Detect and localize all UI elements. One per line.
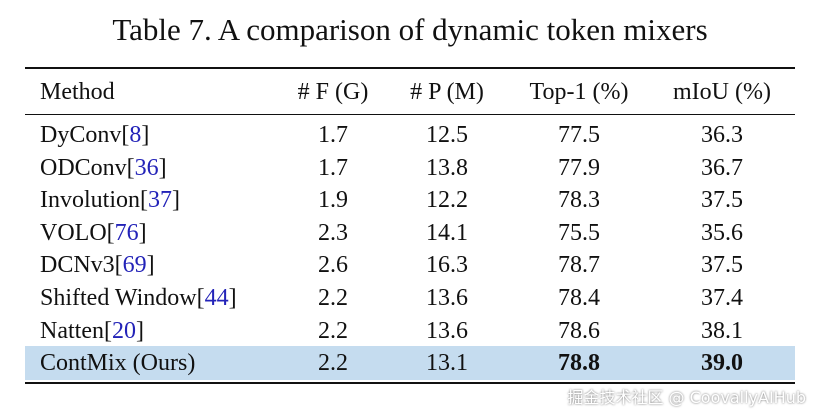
method-text: ODConv[ xyxy=(40,154,135,181)
value-cell: 1.9 xyxy=(318,187,348,214)
value-cell: 39.0 xyxy=(701,350,743,377)
method-text: ] xyxy=(138,219,147,246)
value-cell: 78.7 xyxy=(558,252,600,279)
value-cell: 2.2 xyxy=(318,350,348,377)
value-cell: 78.3 xyxy=(558,187,600,214)
method-text: ] xyxy=(228,285,237,311)
header-cell: # P (M) xyxy=(410,79,484,105)
value-cell: 14.1 xyxy=(426,219,468,246)
value-cell: 12.2 xyxy=(426,187,468,214)
top-rule xyxy=(25,67,795,69)
value-cell: 2.3 xyxy=(318,219,348,246)
value-cell: 35.6 xyxy=(701,219,743,246)
value-cell: 37.5 xyxy=(701,252,743,279)
citation: 44 xyxy=(204,285,229,311)
value-cell: 13.1 xyxy=(426,350,468,377)
value-cell: 75.5 xyxy=(558,219,600,246)
method-text: DCNv3[ xyxy=(40,252,123,279)
watermark: 掘金技术社区 @ CoovallyAIHub xyxy=(567,388,806,407)
citation: 69 xyxy=(122,252,147,279)
method-cell: Shifted Window[44] xyxy=(40,282,237,314)
value-cell: 36.7 xyxy=(701,154,743,181)
value-cell: 13.6 xyxy=(426,317,468,344)
method-cell: DCNv3[69] xyxy=(40,249,155,281)
value-cell: 13.6 xyxy=(426,285,468,311)
citation: 20 xyxy=(111,317,136,344)
header-rule xyxy=(25,114,795,115)
header-cell: Top-1 (%) xyxy=(529,79,629,105)
value-cell: 12.5 xyxy=(426,122,468,148)
method-text: ] xyxy=(158,154,167,181)
value-cell: 77.5 xyxy=(558,122,600,148)
method-cell: ODConv[36] xyxy=(40,152,167,184)
bottom-rule xyxy=(25,382,795,384)
method-cell: DyConv[8] xyxy=(40,119,149,151)
header-cell: Method xyxy=(40,79,115,105)
value-cell: 38.1 xyxy=(701,317,743,344)
method-text: ] xyxy=(146,252,155,279)
value-cell: 1.7 xyxy=(318,122,348,148)
value-cell: 1.7 xyxy=(318,154,348,181)
method-text: ] xyxy=(135,317,144,344)
value-cell: 78.6 xyxy=(558,317,600,344)
method-text: ContMix (Ours) xyxy=(40,350,196,377)
method-cell: ContMix (Ours) xyxy=(40,347,195,379)
value-cell: 13.8 xyxy=(426,154,468,181)
value-cell: 2.2 xyxy=(318,285,348,311)
header-cell: mIoU (%) xyxy=(673,79,771,105)
citation: 76 xyxy=(114,219,139,246)
method-cell: Involution[37] xyxy=(40,184,180,216)
method-text: VOLO[ xyxy=(40,219,115,246)
value-cell: 77.9 xyxy=(558,154,600,181)
value-cell: 37.5 xyxy=(701,187,743,214)
method-text: ] xyxy=(172,187,180,214)
method-cell: Natten[20] xyxy=(40,315,144,347)
method-text: DyConv[ xyxy=(40,122,130,148)
method-text: ] xyxy=(141,122,150,148)
citation: 37 xyxy=(148,187,172,214)
method-text: Involution[ xyxy=(40,187,148,214)
value-cell: 36.3 xyxy=(701,122,743,148)
value-cell: 16.3 xyxy=(426,252,468,279)
method-text: Natten[ xyxy=(40,317,112,344)
method-cell: VOLO[76] xyxy=(40,217,147,249)
value-cell: 78.4 xyxy=(558,285,600,311)
value-cell: 37.4 xyxy=(701,285,743,311)
header-cell: # F (G) xyxy=(297,79,369,105)
value-cell: 78.8 xyxy=(558,350,600,377)
table-title: Table 7. A comparison of dynamic token m… xyxy=(112,12,708,47)
value-cell: 2.6 xyxy=(318,252,348,279)
citation: 8 xyxy=(129,122,142,148)
value-cell: 2.2 xyxy=(318,317,348,344)
citation: 36 xyxy=(134,154,159,181)
method-text: Shifted Window[ xyxy=(40,285,205,311)
